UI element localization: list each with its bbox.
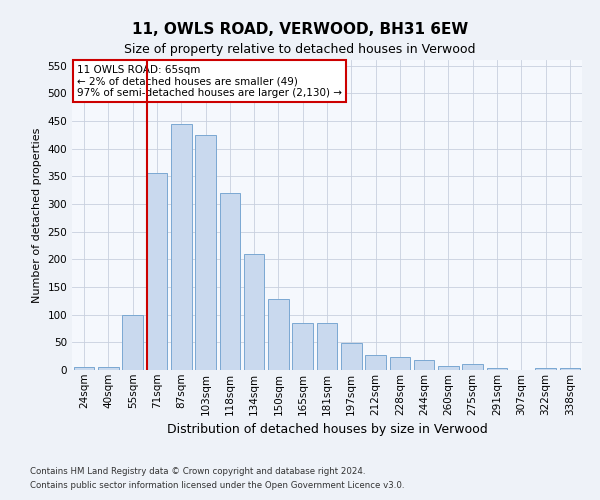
Bar xyxy=(171,124,191,370)
Bar xyxy=(535,368,556,370)
Bar xyxy=(341,344,362,370)
X-axis label: Distribution of detached houses by size in Verwood: Distribution of detached houses by size … xyxy=(167,423,487,436)
Bar xyxy=(74,367,94,370)
Text: Contains public sector information licensed under the Open Government Licence v3: Contains public sector information licen… xyxy=(30,481,404,490)
Text: 11, OWLS ROAD, VERWOOD, BH31 6EW: 11, OWLS ROAD, VERWOOD, BH31 6EW xyxy=(132,22,468,38)
Text: 11 OWLS ROAD: 65sqm
← 2% of detached houses are smaller (49)
97% of semi-detache: 11 OWLS ROAD: 65sqm ← 2% of detached hou… xyxy=(77,64,342,98)
Bar xyxy=(146,174,167,370)
Bar xyxy=(438,366,459,370)
Bar xyxy=(268,299,289,370)
Bar xyxy=(98,367,119,370)
Y-axis label: Number of detached properties: Number of detached properties xyxy=(32,128,42,302)
Bar xyxy=(292,323,313,370)
Bar xyxy=(389,358,410,370)
Bar xyxy=(220,193,240,370)
Bar xyxy=(244,254,265,370)
Bar xyxy=(414,360,434,370)
Bar xyxy=(487,368,508,370)
Text: Contains HM Land Registry data © Crown copyright and database right 2024.: Contains HM Land Registry data © Crown c… xyxy=(30,467,365,476)
Bar xyxy=(560,368,580,370)
Bar xyxy=(122,314,143,370)
Bar xyxy=(195,134,216,370)
Bar xyxy=(317,323,337,370)
Bar xyxy=(463,364,483,370)
Text: Size of property relative to detached houses in Verwood: Size of property relative to detached ho… xyxy=(124,42,476,56)
Bar xyxy=(365,354,386,370)
